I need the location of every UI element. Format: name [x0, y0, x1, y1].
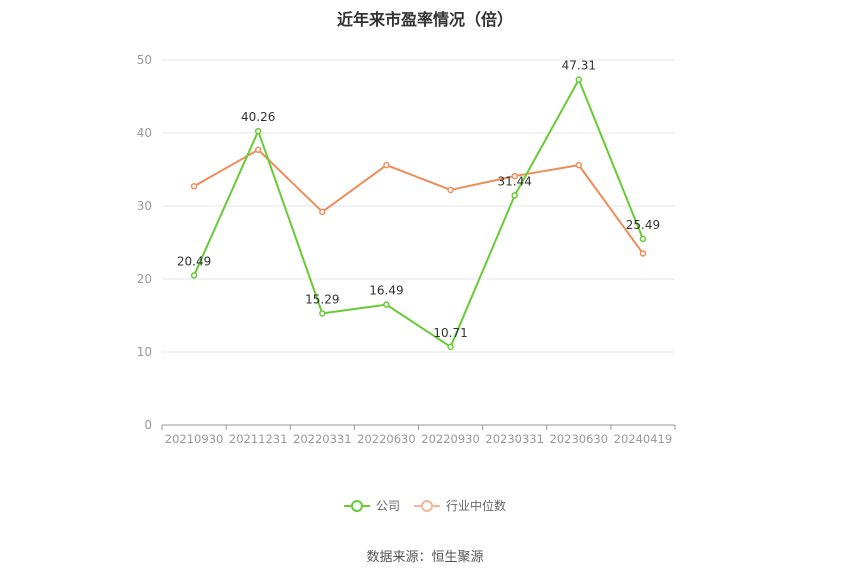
legend-item-industry[interactable]: 行业中位数 [414, 497, 506, 514]
data-point-industry [254, 146, 262, 154]
data-point-company [383, 301, 390, 308]
data-point-industry [190, 183, 198, 190]
legend-industry-label: 行业中位数 [446, 499, 507, 513]
data-point-company [575, 76, 583, 83]
legend-company-label: 公司 [375, 499, 400, 513]
series-line-company [193, 78, 644, 348]
data-point-industry [383, 161, 390, 169]
x-tick-label: 20211231 [229, 432, 288, 446]
data-label-company: 20.49 [177, 254, 211, 268]
x-tick-label: 20220930 [421, 432, 480, 446]
y-tick-label: 30 [137, 199, 152, 213]
data-point-industry [639, 250, 647, 257]
chart-title: 近年来市盈率情况（倍） [336, 10, 513, 29]
data-label-company: 15.29 [305, 292, 339, 306]
x-tick-label: 20220630 [357, 432, 416, 446]
x-tick-label: 20210930 [165, 432, 224, 446]
data-source: 数据来源：恒生聚源 [366, 550, 484, 565]
data-label-company: 40.26 [241, 110, 275, 124]
y-tick-label: 50 [137, 53, 152, 67]
data-point-company [447, 343, 454, 351]
data-label-company: 16.49 [369, 284, 403, 298]
data-label-company: 25.49 [626, 218, 660, 232]
data-label-company: 47.31 [562, 59, 596, 73]
x-tick-label: 20230331 [485, 432, 544, 446]
data-point-industry [319, 208, 326, 216]
x-tick-label: 20240419 [614, 432, 673, 446]
data-point-industry [511, 172, 518, 180]
grid-lines [162, 59, 675, 353]
legend-item-company[interactable]: 公司 [343, 497, 400, 514]
x-tick-label: 20230630 [550, 432, 609, 446]
data-point-company [319, 310, 326, 317]
legend-company-marker-icon [343, 499, 370, 512]
data-point-company [511, 192, 518, 199]
y-tick-label: 40 [137, 126, 152, 140]
legend: 公司 行业中位数 [0, 497, 850, 514]
x-tick-label: 20220331 [293, 432, 352, 446]
data-point-company [190, 272, 198, 279]
y-tick-label: 20 [137, 272, 152, 286]
legend-industry-marker-icon [414, 499, 440, 512]
data-point-industry [447, 186, 454, 194]
data-point-industry [575, 161, 583, 169]
y-tick-label: 0 [144, 418, 152, 432]
data-label-company: 10.71 [433, 326, 467, 340]
data-labels: 20.49 40.26 15.29 16.49 10.71 31.44 47.31 25.49 [177, 59, 660, 340]
series-layer [190, 76, 647, 351]
data-point-company [639, 235, 647, 243]
data-point-company [254, 127, 262, 135]
y-tick-label: 10 [137, 345, 152, 359]
axes: 0 10 20 30 40 50 20210930 20211231 20220331 20220… [137, 53, 676, 446]
data-label-company: 31.44 [498, 174, 532, 188]
